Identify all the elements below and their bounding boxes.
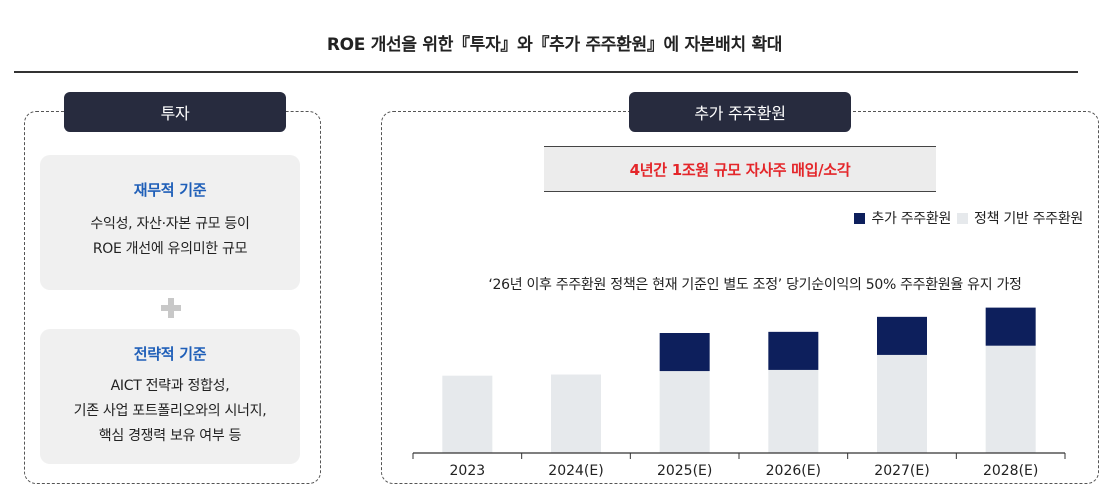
legend-label-policy: 정책 기반 주주환원 <box>974 211 1083 227</box>
financial-criteria-line: ROE 개선에 유의미한 규모 <box>92 241 248 257</box>
financial-criteria-line: 수익성, 자산·자본 규모 등이 <box>90 216 250 232</box>
x-tick-label: 2023 <box>450 463 486 479</box>
bar-additional-return <box>659 333 710 372</box>
bar-additional-return <box>877 316 927 355</box>
chart-legend: 추가 주주환원 정책 기반 주주환원 <box>850 208 1083 228</box>
financial-criteria-card: 재무적 기준 수익성, 자산·자본 규모 등이 ROE 개선에 유의미한 규모 <box>40 155 300 290</box>
bar-policy-return <box>768 369 819 453</box>
financial-criteria-text: 수익성, 자산·자본 규모 등이 ROE 개선에 유의미한 규모 <box>40 212 300 262</box>
investment-tab: 투자 <box>64 92 286 132</box>
financial-criteria-heading: 재무적 기준 <box>133 181 207 199</box>
legend-swatch-policy <box>957 212 969 224</box>
shareholder-return-tab: 추가 주주환원 <box>629 92 851 132</box>
strategic-criteria-line: 핵심 경쟁력 보유 여부 등 <box>98 428 242 444</box>
bar-policy-return <box>442 375 493 453</box>
page-title: ROE 개선을 위한『투자』와『추가 주주환원』에 자본배치 확대 <box>326 35 783 55</box>
x-tick-label: 2024(E) <box>548 463 603 479</box>
bar-policy-return <box>551 374 601 453</box>
buyback-highlight: 4년간 1조원 규모 자사주 매입/소각 <box>544 146 936 192</box>
bar-additional-return <box>768 331 819 370</box>
x-tick-label: 2025(E) <box>657 463 712 479</box>
title-divider <box>14 71 1078 73</box>
legend-item-policy: 정책 기반 주주환원 <box>957 208 1083 228</box>
bar-policy-return <box>659 371 710 453</box>
strategic-criteria-heading: 전략적 기준 <box>133 345 207 363</box>
x-tick-label: 2027(E) <box>874 463 929 479</box>
strategic-criteria-text: AICT 전략과 정합성, 기존 사업 포트폴리오와의 시너지, 핵심 경쟁력 … <box>40 374 300 449</box>
bar-additional-return <box>985 307 1036 346</box>
strategic-criteria-line: 기존 사업 포트폴리오와의 시너지, <box>73 403 267 419</box>
x-tick-label: 2028(E) <box>983 463 1038 479</box>
strategic-criteria-card: 전략적 기준 AICT 전략과 정합성, 기존 사업 포트폴리오와의 시너지, … <box>40 329 300 464</box>
bar-policy-return <box>877 354 927 453</box>
legend-label-additional: 추가 주주환원 <box>871 211 952 227</box>
x-tick-label: 2026(E) <box>766 463 821 479</box>
bar-policy-return <box>985 345 1036 453</box>
legend-item-additional: 추가 주주환원 <box>854 208 951 228</box>
legend-swatch-additional <box>854 212 866 224</box>
plus-icon <box>161 298 181 318</box>
policy-assumption-note: ‘26년 이후 주주환원 정책은 현재 기준인 별도 조정’ 당기순이익의 50… <box>488 277 1022 293</box>
shareholder-return-chart: 2023 2024(E) 2025(E) 2026(E) 2027(E) 2028(E) <box>412 307 1066 479</box>
strategic-criteria-line: AICT 전략과 정합성, <box>110 378 230 394</box>
